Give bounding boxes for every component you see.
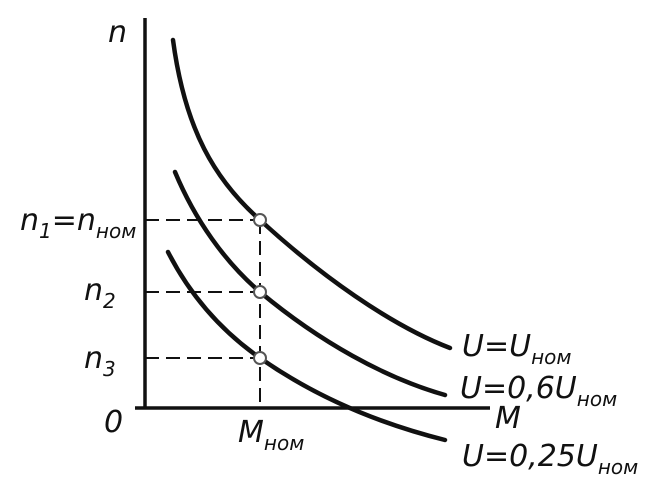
curve-label: U=0,25Uном (462, 439, 638, 479)
subscript: ном (598, 455, 638, 479)
curve-nominal (170, 37, 453, 351)
text: n (20, 203, 39, 238)
point (253, 213, 267, 227)
curve-label: U=0,6Uном (460, 371, 617, 411)
point (253, 285, 267, 299)
m-nom-label: Mном (238, 415, 304, 455)
subscript: ном (577, 387, 617, 411)
subscript: 2 (103, 289, 116, 313)
text: =n (52, 203, 96, 238)
text: U=U (462, 329, 531, 364)
subscript: ном (264, 431, 304, 455)
curve-06 (172, 169, 448, 398)
text: M (495, 401, 521, 436)
curve-label: U=Uном (462, 329, 571, 369)
subscript: ном (96, 219, 136, 243)
x-axis-label: M (495, 401, 521, 436)
point (253, 351, 267, 365)
n3-label: n3 (84, 341, 116, 381)
subscript: ном (531, 345, 571, 369)
n1-label: n1=nном (20, 203, 136, 243)
text: n (84, 341, 103, 376)
text: n (108, 15, 127, 50)
text: U=0,6U (460, 371, 577, 406)
y-axis-label: n (108, 15, 127, 50)
subscript: 1 (39, 219, 52, 243)
text: 0 (104, 405, 123, 440)
origin-label: 0 (104, 405, 123, 440)
subscript: 3 (103, 357, 116, 381)
text: n (84, 273, 103, 308)
text: U=0,25U (462, 439, 598, 474)
curve-025 (165, 249, 448, 443)
text: M (238, 415, 264, 450)
n2-label: n2 (84, 273, 116, 313)
